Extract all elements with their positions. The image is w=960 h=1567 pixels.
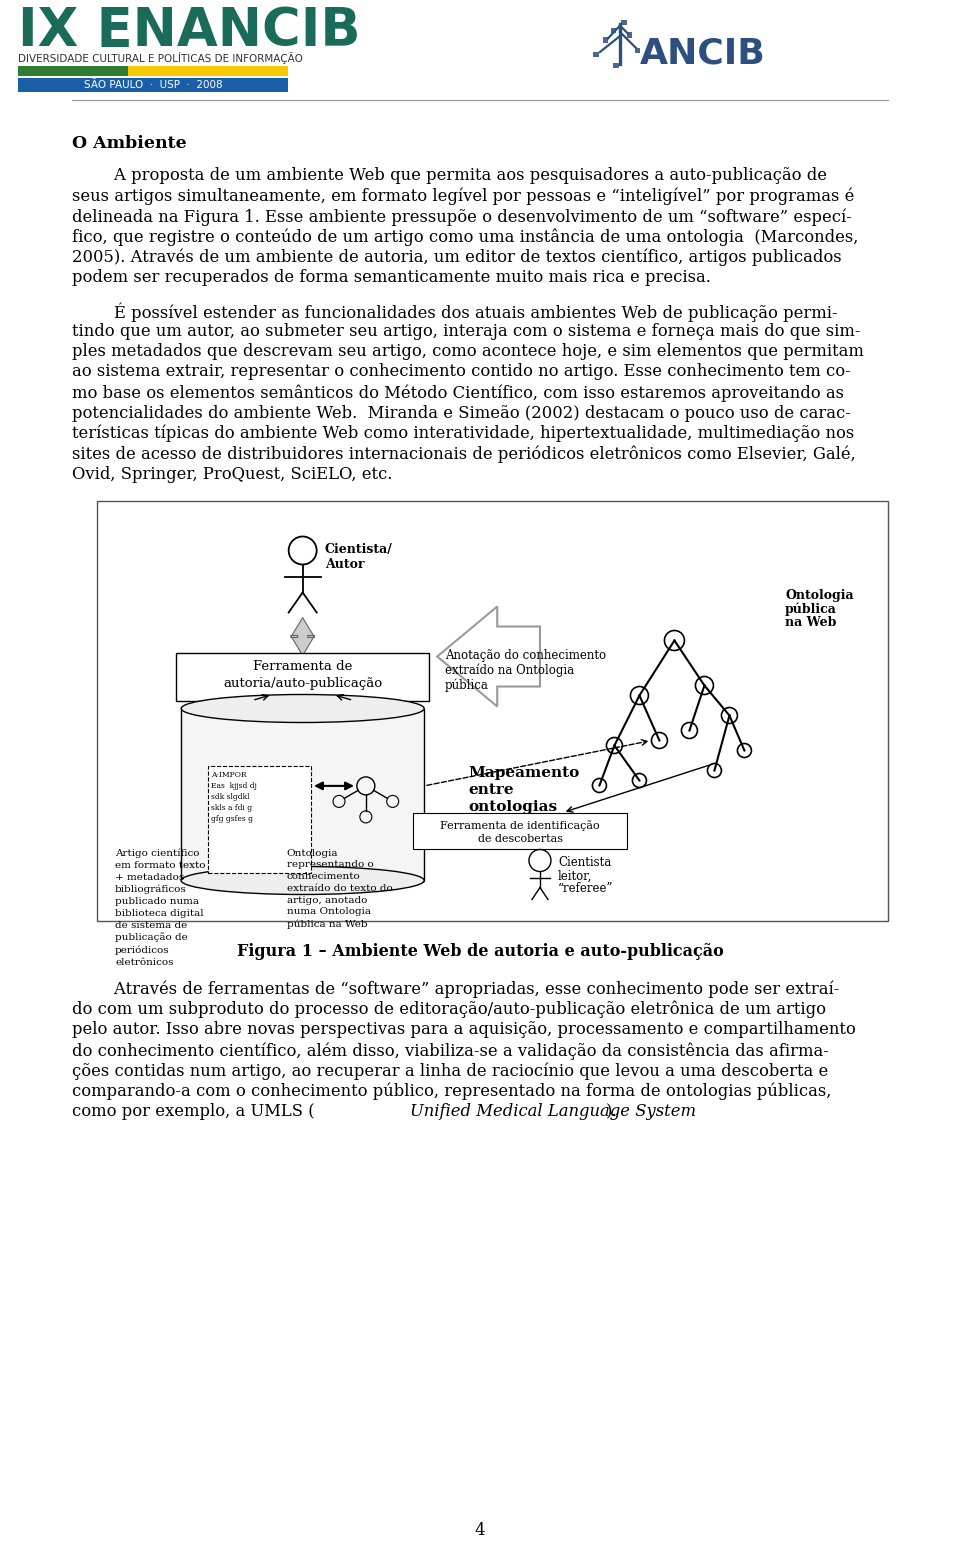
Text: Ferramenta de identificação: Ferramenta de identificação xyxy=(441,821,600,832)
Text: seus artigos simultaneamente, em formato legível por pessoas e “inteligível” por: seus artigos simultaneamente, em formato… xyxy=(72,188,854,205)
Text: do conhecimento científico, além disso, viabiliza-se a validação da consistência: do conhecimento científico, além disso, … xyxy=(72,1042,828,1059)
Text: Eas  kjjsd dj: Eas kjjsd dj xyxy=(211,782,256,790)
Text: SÃO PAULO  ·  USP  ·  2008: SÃO PAULO · USP · 2008 xyxy=(84,80,223,89)
Text: Ovid, Springer, ProQuest, SciELO, etc.: Ovid, Springer, ProQuest, SciELO, etc. xyxy=(72,465,393,483)
Text: DIVERSIDADE CULTURAL E POLÍTICAS DE INFORMAÇÃO: DIVERSIDADE CULTURAL E POLÍTICAS DE INFO… xyxy=(18,52,302,64)
Text: A·IMPOR: A·IMPOR xyxy=(211,771,247,779)
Bar xyxy=(97,500,888,920)
Text: tindo que um autor, ao submeter seu artigo, interaja com o sistema e forneça mai: tindo que um autor, ao submeter seu arti… xyxy=(72,323,860,340)
Text: pública: pública xyxy=(785,602,837,616)
Text: fico, que registre o conteúdo de um artigo como uma instância de uma ontologia  : fico, que registre o conteúdo de um arti… xyxy=(72,229,858,246)
Text: Artigo científico
em formato texto
+ metadados
bibliográficos
publicado numa
bib: Artigo científico em formato texto + met… xyxy=(115,848,205,967)
Bar xyxy=(603,38,609,42)
Text: podem ser recuperados de forma semanticamente muito mais rica e precisa.: podem ser recuperados de forma semantica… xyxy=(72,270,710,287)
Text: ao sistema extrair, representar o conhecimento contido no artigo. Esse conhecime: ao sistema extrair, representar o conhec… xyxy=(72,364,851,381)
Text: skls a fdi g: skls a fdi g xyxy=(211,804,252,812)
Text: terísticas típicas do ambiente Web como interatividade, hipertextualidade, multi: terísticas típicas do ambiente Web como … xyxy=(72,425,854,442)
Text: como por exemplo, a UMLS (: como por exemplo, a UMLS ( xyxy=(72,1103,315,1120)
Text: Autor: Autor xyxy=(324,558,364,572)
Bar xyxy=(627,33,633,38)
Text: Através de ferramentas de “software” apropriadas, esse conhecimento pode ser ext: Através de ferramentas de “software” apr… xyxy=(72,981,839,998)
Bar xyxy=(128,66,288,77)
Text: pelo autor. Isso abre novas perspectivas para a aquisição, processamento e compa: pelo autor. Isso abre novas perspectivas… xyxy=(72,1022,855,1039)
Text: de descobertas: de descobertas xyxy=(478,835,563,845)
Text: O Ambiente: O Ambiente xyxy=(72,135,187,152)
Text: Figura 1 – Ambiente Web de autoria e auto-publicação: Figura 1 – Ambiente Web de autoria e aut… xyxy=(236,942,724,959)
Text: pública: pública xyxy=(445,679,489,693)
Text: extraído na Ontologia: extraído na Ontologia xyxy=(445,663,574,677)
Text: ANCIB: ANCIB xyxy=(640,36,766,71)
Text: comparando-a com o conhecimento público, representado na forma de ontologias púb: comparando-a com o conhecimento público,… xyxy=(72,1083,831,1100)
Text: mo base os elementos semânticos do Método Científico, com isso estaremos aprovei: mo base os elementos semânticos do Métod… xyxy=(72,384,844,401)
Text: Ontologia
representando o
conhecimento
extraído do texto do
artigo, anotado
numa: Ontologia representando o conhecimento e… xyxy=(287,848,393,929)
Text: É possível estender as funcionalidades dos atuais ambientes Web de publicação pe: É possível estender as funcionalidades d… xyxy=(72,302,838,321)
Bar xyxy=(208,766,311,873)
Text: Ferramenta de: Ferramenta de xyxy=(253,661,352,674)
Text: Unified Medical Language System: Unified Medical Language System xyxy=(410,1103,696,1120)
Bar xyxy=(176,652,429,700)
Text: 2005). Através de um ambiente de autoria, um editor de textos científico, artigo: 2005). Através de um ambiente de autoria… xyxy=(72,249,842,266)
Text: ções contidas num artigo, ao recuperar a linha de raciocínio que levou a uma des: ções contidas num artigo, ao recuperar a… xyxy=(72,1062,828,1080)
Text: Cientista: Cientista xyxy=(558,857,612,870)
Text: delineada na Figura 1. Esse ambiente pressupõe o desenvolvimento de um “software: delineada na Figura 1. Esse ambiente pre… xyxy=(72,208,852,226)
Text: “referee”: “referee” xyxy=(558,882,613,895)
Text: IX ENANCIB: IX ENANCIB xyxy=(18,5,361,56)
Ellipse shape xyxy=(181,867,424,895)
Text: Mapeamento: Mapeamento xyxy=(468,766,580,779)
Text: 4: 4 xyxy=(474,1522,486,1539)
Text: potencialidades do ambiente Web.  Miranda e Simeão (2002) destacam o pouco uso d: potencialidades do ambiente Web. Miranda… xyxy=(72,404,851,422)
Text: Ontologia: Ontologia xyxy=(785,589,853,602)
Bar xyxy=(414,813,627,848)
Text: gfg gsfes g: gfg gsfes g xyxy=(211,815,252,823)
Bar xyxy=(611,28,616,33)
Bar xyxy=(181,708,424,881)
Polygon shape xyxy=(291,617,315,655)
Text: ).: ). xyxy=(606,1103,617,1120)
Text: ontologias: ontologias xyxy=(468,799,558,813)
Text: sdk slgdkl: sdk slgdkl xyxy=(211,793,250,801)
Text: Anotação do conhecimento: Anotação do conhecimento xyxy=(445,649,606,661)
Bar xyxy=(613,63,619,69)
Bar xyxy=(621,20,627,25)
Text: sites de acesso de distribuidores internacionais de periódicos eletrônicos como : sites de acesso de distribuidores intern… xyxy=(72,445,855,462)
Bar xyxy=(18,78,288,92)
Text: do com um subproduto do processo de editoração/auto-publicação eletrônica de um : do com um subproduto do processo de edit… xyxy=(72,1001,826,1019)
Bar xyxy=(593,52,599,58)
Text: Cientista/: Cientista/ xyxy=(324,542,393,555)
Ellipse shape xyxy=(181,694,424,722)
Bar xyxy=(635,47,640,53)
Text: autoria/auto-publicação: autoria/auto-publicação xyxy=(223,677,382,689)
Text: entre: entre xyxy=(468,782,515,796)
Text: A proposta de um ambiente Web que permita aos pesquisadores a auto-publicação de: A proposta de um ambiente Web que permit… xyxy=(72,168,827,183)
Text: na Web: na Web xyxy=(785,616,836,630)
Bar xyxy=(18,66,128,77)
Text: leitor,: leitor, xyxy=(558,870,592,882)
Text: ples metadados que descrevam seu artigo, como acontece hoje, e sim elementos que: ples metadados que descrevam seu artigo,… xyxy=(72,343,864,360)
Polygon shape xyxy=(437,606,540,707)
